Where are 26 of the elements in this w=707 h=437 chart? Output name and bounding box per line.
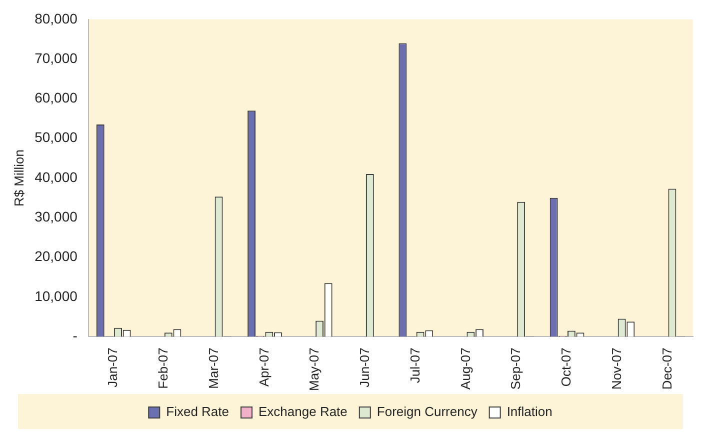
x-tick-label: Aug-07 <box>458 348 473 390</box>
y-tick-label: 30,000 <box>34 208 78 225</box>
y-tick-label: 80,000 <box>34 10 78 26</box>
x-tick-label: Dec-07 <box>659 348 674 390</box>
x-tick-label: Mar-07 <box>206 348 221 389</box>
x-tick-label: Oct-07 <box>558 348 574 387</box>
y-tick-label: 60,000 <box>34 90 78 106</box>
y-axis-title: R$ Million <box>11 149 26 207</box>
legend-label: Foreign Currency <box>376 404 478 420</box>
y-tick-label: 10,000 <box>34 288 78 304</box>
x-tick-label: Apr-07 <box>256 348 272 387</box>
y-tick-label: 40,000 <box>34 168 78 185</box>
x-tick-label: Sep-07 <box>508 348 524 390</box>
x-tick-label: Feb-07 <box>156 348 171 389</box>
y-tick-label: 50,000 <box>34 129 78 146</box>
legend-label: Fixed Rate <box>166 404 230 420</box>
y-tick-label: 70,000 <box>34 50 78 66</box>
y-tick-label: 20,000 <box>34 248 78 264</box>
legend-label: Inflation <box>506 404 552 420</box>
y-tick-label: - <box>72 328 78 344</box>
x-tick-label: Nov-07 <box>609 348 624 390</box>
x-tick-label: Jan-07 <box>105 348 120 388</box>
x-tick-label: May-07 <box>306 348 322 392</box>
legend-label: Exchange Rate <box>258 404 348 420</box>
x-tick-label: Jun-07 <box>357 348 372 388</box>
x-tick-label: Jul-07 <box>407 348 422 384</box>
